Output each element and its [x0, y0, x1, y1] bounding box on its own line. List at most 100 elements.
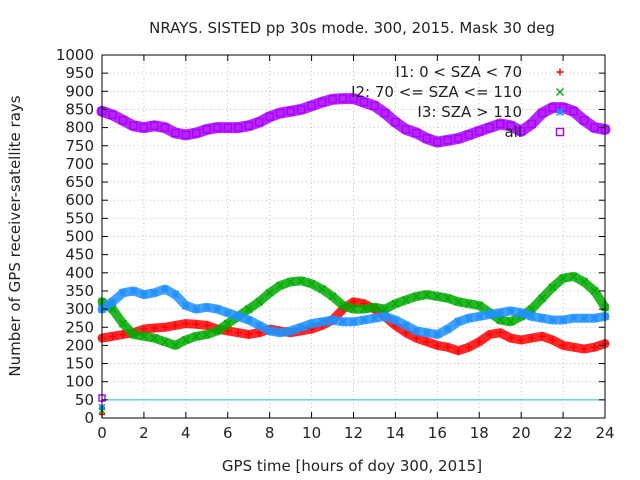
data-point [412, 334, 420, 342]
y-tick-label: 550 [65, 209, 94, 227]
y-axis-ticks: 0501001502002503003504004505005506006507… [56, 46, 605, 427]
data-point [349, 317, 358, 326]
data-point [559, 315, 568, 324]
data-point [276, 281, 285, 290]
data-point [401, 296, 410, 305]
data-point [558, 103, 568, 112]
data-point [119, 331, 127, 339]
data-point [443, 136, 453, 145]
data-point [181, 130, 191, 140]
data-point [454, 347, 462, 355]
data-point [538, 294, 547, 303]
data-point [517, 336, 525, 344]
data-point [181, 335, 190, 344]
data-point [590, 286, 599, 295]
data-point [108, 110, 117, 120]
y-tick-label: 0 [84, 409, 94, 427]
y-tick-label: 150 [65, 355, 94, 373]
data-point [307, 101, 316, 111]
y-tick-label: 650 [65, 173, 94, 191]
data-point [507, 334, 515, 342]
data-point [276, 328, 285, 337]
data-point [506, 306, 515, 315]
series-trace [96, 93, 611, 148]
data-point [569, 314, 578, 323]
data-point [202, 125, 211, 134]
series-square [96, 93, 611, 402]
y-tick-label: 250 [65, 318, 94, 336]
x-tick-label: 6 [223, 424, 233, 442]
data-point [485, 310, 494, 319]
data-point [391, 315, 400, 324]
data-point [338, 94, 348, 103]
x-axis-label: GPS time [hours of doy 300, 2015] [222, 457, 482, 475]
data-point [570, 343, 578, 351]
data-point [422, 290, 431, 299]
data-point [244, 305, 253, 314]
data-point [475, 127, 484, 136]
data-point [516, 127, 526, 136]
data-point [108, 297, 117, 306]
data-point [286, 107, 295, 116]
data-point [213, 305, 222, 314]
data-point [443, 325, 452, 334]
data-point [559, 341, 567, 349]
chart-legend: I1: 0 < SZA < 70 I2: 70 <= SZA <= 110 I3: … [351, 63, 565, 141]
data-point [118, 116, 128, 125]
data-point [559, 274, 568, 283]
data-point [496, 329, 504, 337]
y-tick-label: 350 [65, 282, 94, 300]
x-tick-label: 16 [428, 424, 447, 442]
y-tick-label: 500 [65, 228, 94, 246]
data-point [150, 324, 158, 332]
data-point [349, 94, 358, 103]
data-point [223, 319, 232, 328]
data-point [307, 319, 316, 328]
data-point [339, 301, 348, 310]
data-point [517, 308, 526, 317]
data-point [370, 303, 379, 312]
data-point [359, 315, 368, 324]
data-point [475, 312, 484, 321]
series-star [97, 284, 610, 411]
data-point [328, 292, 337, 301]
data-point [255, 321, 264, 330]
data-point [150, 334, 159, 343]
data-point [475, 301, 484, 310]
data-point [129, 286, 138, 295]
data-point [359, 305, 368, 314]
x-tick-label: 24 [595, 424, 614, 442]
data-point [171, 128, 180, 138]
data-point [380, 312, 389, 321]
x-tick-label: 12 [344, 424, 363, 442]
x-tick-label: 4 [181, 424, 191, 442]
data-point [454, 134, 463, 143]
data-point [118, 319, 127, 328]
data-point [486, 331, 494, 339]
data-point [182, 320, 190, 328]
data-point [139, 123, 149, 132]
legend-label: I3: SZA > 110 [417, 103, 522, 121]
y-tick-label: 600 [65, 191, 94, 209]
data-point [454, 297, 463, 306]
data-point [192, 320, 200, 328]
data-point [108, 332, 116, 340]
data-point [265, 288, 274, 297]
y-tick-label: 900 [65, 82, 94, 100]
data-point [139, 332, 148, 341]
data-point [234, 312, 243, 321]
data-point [339, 317, 348, 326]
data-point [401, 125, 411, 134]
data-point [223, 123, 232, 132]
data-point [171, 321, 179, 329]
data-point [433, 341, 441, 349]
data-point [569, 272, 578, 281]
y-tick-label: 1000 [56, 46, 94, 64]
data-point [140, 325, 148, 333]
data-point [590, 123, 599, 132]
data-point [538, 314, 547, 323]
data-point [265, 112, 274, 121]
data-point [506, 317, 515, 326]
legend-label: I1: 0 < SZA < 70 [395, 63, 522, 81]
data-point [318, 317, 327, 326]
